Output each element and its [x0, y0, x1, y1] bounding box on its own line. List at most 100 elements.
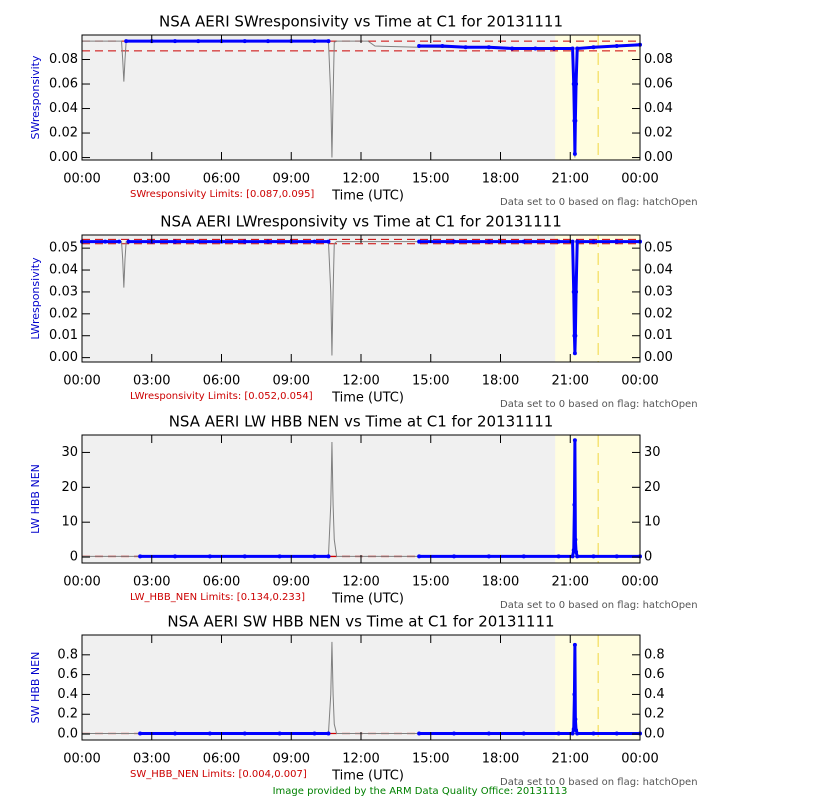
limits-label: SW_HBB_NEN Limits: [0.004,0.007] [130, 769, 307, 780]
data-point [452, 239, 456, 244]
x-tick-label: 21:00 [552, 172, 589, 187]
x-axis-label: Time (UTC) [331, 592, 404, 607]
y-tick-label: 0.02 [49, 126, 78, 141]
data-point [277, 554, 282, 559]
x-tick-label: 15:00 [412, 374, 449, 389]
y-axis-label: LWresponsivity [29, 257, 42, 340]
y-tick-label: 0.00 [49, 350, 78, 365]
data-point [117, 239, 122, 244]
x-tick-label: 00:00 [621, 752, 658, 767]
y-tick-label: 0.03 [49, 284, 78, 299]
data-point [570, 46, 575, 51]
x-tick-label: 00:00 [621, 575, 658, 590]
y-tick-label: 0 [70, 550, 78, 565]
y-tick-label: 0.6 [57, 667, 78, 682]
y-tick-label: 0.2 [57, 707, 78, 722]
x-tick-label: 06:00 [203, 374, 240, 389]
y-tick-label: 0.06 [49, 77, 78, 92]
data-point [486, 45, 491, 50]
data-point [575, 239, 580, 244]
y-tick-label: 0.04 [49, 101, 78, 116]
data-point [572, 351, 577, 356]
data-point [572, 692, 577, 697]
data-point [486, 239, 491, 244]
data-point [591, 731, 596, 736]
flag-note: Data set to 0 based on flag: hatchOpen [500, 197, 698, 208]
plot-background [82, 235, 640, 362]
panel: 0.00 0.00 0.02 0.02 0.04 0.04 0.06 0.06 0.08 0.08… [29, 13, 698, 209]
y2-tick-label: 0.02 [644, 306, 673, 321]
x-tick-label: 15:00 [412, 172, 449, 187]
data-point [574, 82, 579, 87]
x-tick-label: 15:00 [412, 752, 449, 767]
data-point [573, 333, 578, 338]
x-tick-label: 00:00 [621, 172, 658, 187]
y2-tick-label: 0.0 [644, 727, 665, 742]
x-tick-label: 21:00 [552, 575, 589, 590]
data-point [614, 239, 619, 244]
x-tick-label: 06:00 [203, 172, 240, 187]
y-tick-label: 0.8 [57, 647, 78, 662]
data-point [614, 731, 619, 736]
data-point [575, 554, 580, 559]
x-axis-label: Time (UTC) [331, 391, 404, 406]
data-point [463, 45, 468, 50]
data-point [326, 554, 331, 559]
y2-tick-label: 0.8 [644, 647, 665, 662]
data-point [551, 46, 556, 51]
data-point [242, 239, 247, 244]
y-tick-label: 0.01 [49, 328, 78, 343]
hatch-open-region [555, 235, 640, 362]
y2-tick-label: 0.02 [644, 126, 673, 141]
y2-tick-label: 0.2 [644, 707, 665, 722]
data-point [572, 151, 577, 156]
plot-background [82, 435, 640, 563]
y2-tick-label: 10 [644, 515, 661, 530]
data-point [417, 731, 422, 736]
data-point [521, 554, 526, 559]
data-point [417, 44, 422, 49]
data-point [556, 239, 561, 244]
data-point [242, 39, 247, 44]
y2-tick-label: 0.4 [644, 687, 665, 702]
data-point [591, 239, 596, 244]
data-point [614, 44, 619, 49]
y2-tick-label: 0.05 [644, 241, 673, 256]
x-tick-label: 09:00 [273, 752, 310, 767]
x-tick-label: 15:00 [412, 575, 449, 590]
data-point [138, 554, 143, 559]
y-tick-label: 0.08 [49, 52, 78, 67]
y2-tick-label: 0 [644, 550, 652, 565]
data-point [614, 554, 619, 559]
plot-background [82, 635, 640, 740]
x-tick-label: 21:00 [552, 752, 589, 767]
y2-tick-label: 0.00 [644, 150, 673, 165]
chart-title: NSA AERI SWresponsivity vs Time at C1 fo… [159, 13, 563, 31]
chart-title: NSA AERI SW HBB NEN vs Time at C1 for 20… [167, 613, 554, 631]
data-point [242, 554, 247, 559]
x-tick-label: 03:00 [133, 752, 170, 767]
y-tick-label: 0.05 [49, 241, 78, 256]
data-point [570, 239, 575, 244]
x-tick-label: 03:00 [133, 374, 170, 389]
data-point [196, 39, 201, 44]
data-point [103, 239, 108, 244]
flag-note: Data set to 0 based on flag: hatchOpen [500, 399, 698, 410]
y-tick-label: 20 [61, 480, 78, 495]
y-tick-label: 0.00 [49, 150, 78, 165]
plot-background [82, 35, 640, 160]
data-point [417, 239, 422, 244]
data-point [570, 731, 575, 736]
y-tick-label: 0.02 [49, 306, 78, 321]
x-tick-label: 18:00 [482, 575, 519, 590]
data-point [173, 731, 177, 736]
data-point [521, 239, 526, 244]
data-point [486, 731, 491, 736]
data-point [312, 239, 317, 244]
y2-tick-label: 0.06 [644, 77, 673, 92]
x-tick-label: 09:00 [273, 575, 310, 590]
y-axis-label: LW HBB NEN [29, 464, 42, 534]
data-point [266, 239, 270, 244]
x-tick-label: 09:00 [273, 374, 310, 389]
